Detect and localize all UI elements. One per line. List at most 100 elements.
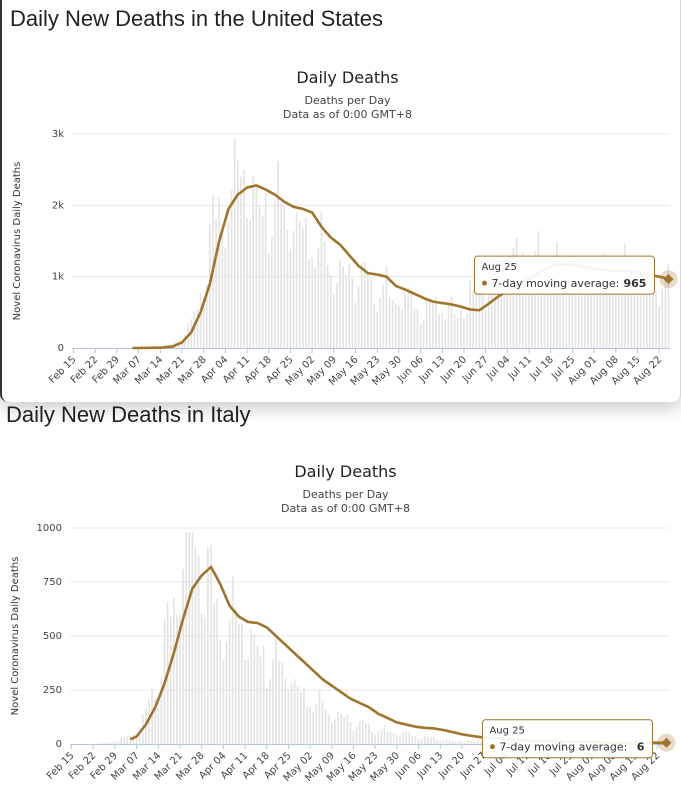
daily-bar[interactable] — [531, 272, 533, 348]
daily-bar[interactable] — [417, 739, 420, 744]
daily-bar[interactable] — [497, 262, 499, 348]
daily-bar[interactable] — [219, 639, 222, 744]
daily-bar[interactable] — [352, 730, 355, 744]
daily-bar[interactable] — [272, 658, 274, 744]
daily-bar[interactable] — [407, 287, 410, 348]
daily-bar[interactable] — [377, 731, 380, 744]
daily-bar[interactable] — [420, 739, 423, 744]
daily-bar[interactable] — [275, 636, 277, 744]
daily-bar[interactable] — [114, 742, 116, 744]
daily-bar[interactable] — [292, 230, 295, 348]
daily-bar[interactable] — [479, 741, 482, 744]
daily-bar[interactable] — [281, 662, 284, 744]
daily-bar[interactable] — [196, 309, 199, 348]
daily-bar[interactable] — [413, 308, 416, 348]
daily-bar[interactable] — [317, 248, 320, 348]
daily-bar[interactable] — [534, 251, 537, 348]
daily-bar[interactable] — [120, 737, 122, 744]
daily-bar[interactable] — [230, 190, 233, 348]
daily-bar[interactable] — [215, 219, 217, 348]
daily-bar[interactable] — [332, 294, 335, 348]
daily-bar[interactable] — [270, 236, 273, 348]
daily-bar[interactable] — [391, 300, 394, 348]
daily-bar[interactable] — [549, 287, 552, 348]
daily-bar[interactable] — [101, 742, 104, 744]
daily-bar[interactable] — [284, 678, 287, 744]
daily-bar[interactable] — [199, 293, 202, 348]
daily-bar[interactable] — [308, 259, 310, 348]
daily-bar[interactable] — [392, 733, 395, 744]
daily-bar[interactable] — [138, 726, 141, 744]
daily-bar[interactable] — [475, 288, 478, 348]
daily-bar[interactable] — [337, 711, 339, 744]
daily-bar[interactable] — [224, 247, 227, 348]
daily-bar[interactable] — [447, 301, 450, 348]
daily-bar[interactable] — [345, 275, 348, 348]
daily-bar[interactable] — [552, 269, 555, 348]
daily-bar[interactable] — [614, 289, 617, 348]
daily-bar[interactable] — [346, 715, 349, 744]
daily-bar[interactable] — [301, 227, 304, 348]
daily-bar[interactable] — [104, 742, 107, 744]
daily-bar[interactable] — [487, 291, 490, 348]
daily-bar[interactable] — [365, 723, 367, 744]
daily-bar[interactable] — [176, 615, 178, 744]
daily-bar[interactable] — [574, 295, 577, 348]
daily-bar[interactable] — [240, 176, 242, 348]
daily-bar[interactable] — [627, 273, 630, 348]
daily-bar[interactable] — [506, 293, 509, 348]
daily-bar[interactable] — [490, 262, 493, 348]
daily-bar[interactable] — [203, 617, 206, 744]
daily-bar[interactable] — [376, 311, 379, 348]
daily-bar[interactable] — [250, 629, 253, 744]
daily-bar[interactable] — [633, 285, 636, 348]
daily-bar[interactable] — [264, 192, 267, 348]
daily-bar[interactable] — [178, 343, 180, 348]
daily-bar[interactable] — [371, 731, 373, 744]
daily-bar[interactable] — [661, 288, 664, 348]
daily-bar[interactable] — [311, 257, 313, 348]
daily-bar[interactable] — [466, 313, 468, 348]
daily-bar[interactable] — [414, 736, 417, 744]
daily-bar[interactable] — [374, 734, 377, 744]
daily-bar[interactable] — [323, 242, 326, 348]
daily-bar[interactable] — [363, 262, 366, 348]
daily-bar[interactable] — [429, 298, 431, 348]
daily-bar[interactable] — [233, 138, 236, 348]
daily-bar[interactable] — [478, 279, 481, 348]
daily-bar[interactable] — [611, 282, 614, 348]
daily-bar[interactable] — [172, 597, 175, 744]
daily-bar[interactable] — [312, 711, 315, 744]
daily-bar[interactable] — [324, 709, 327, 744]
daily-bar[interactable] — [259, 656, 262, 744]
daily-bar[interactable] — [191, 532, 194, 744]
daily-bar[interactable] — [309, 706, 311, 744]
daily-bar[interactable] — [298, 221, 301, 348]
daily-bar[interactable] — [602, 253, 605, 348]
daily-bar[interactable] — [386, 732, 389, 744]
daily-bar[interactable] — [252, 175, 255, 348]
daily-bar[interactable] — [126, 735, 129, 744]
daily-bar[interactable] — [442, 741, 445, 744]
daily-bar[interactable] — [305, 217, 307, 348]
daily-bar[interactable] — [599, 279, 602, 348]
daily-bar[interactable] — [205, 284, 208, 348]
daily-bar[interactable] — [261, 215, 264, 348]
daily-bar[interactable] — [458, 741, 460, 744]
daily-bar[interactable] — [354, 302, 357, 348]
daily-bar[interactable] — [348, 263, 351, 348]
daily-bar[interactable] — [200, 613, 203, 744]
daily-bar[interactable] — [355, 727, 358, 744]
daily-bar[interactable] — [326, 265, 329, 348]
daily-bar[interactable] — [225, 642, 228, 744]
daily-bar[interactable] — [293, 679, 296, 744]
daily-bar[interactable] — [295, 212, 298, 348]
daily-bar[interactable] — [500, 263, 502, 348]
daily-bar[interactable] — [107, 742, 110, 744]
daily-bar[interactable] — [336, 282, 338, 348]
daily-bar[interactable] — [571, 292, 574, 348]
daily-bar[interactable] — [559, 255, 561, 348]
daily-bar[interactable] — [194, 547, 197, 744]
daily-bar[interactable] — [222, 660, 225, 744]
daily-bar[interactable] — [590, 273, 592, 348]
